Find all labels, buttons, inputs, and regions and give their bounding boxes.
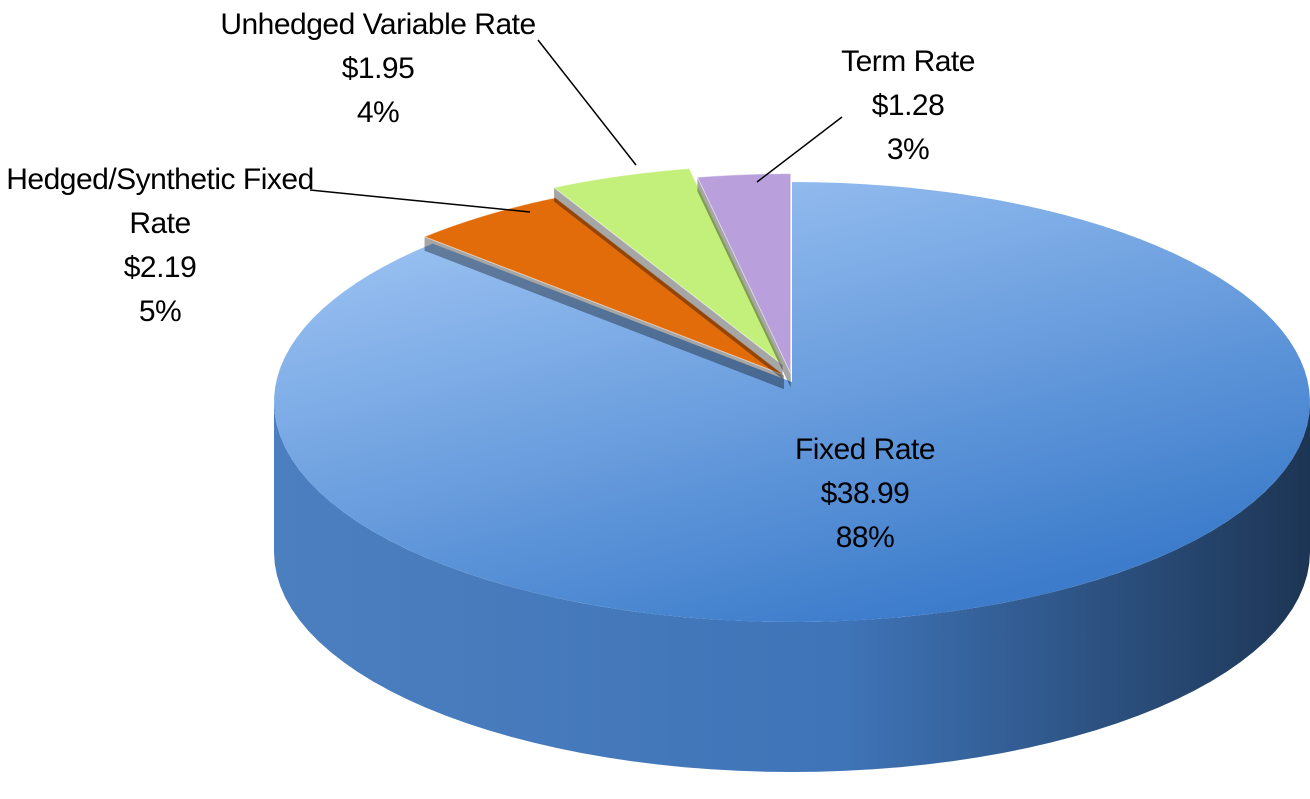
value-label: $1.28 (871, 89, 945, 122)
data-label: Fixed Rate $38.99 88% (715, 428, 1015, 560)
value-label: $2.19 (123, 251, 197, 284)
category-label: Hedged/Synthetic Fixed Rate (6, 163, 314, 240)
percentage-label: 88% (835, 521, 895, 554)
leader-line (537, 39, 637, 166)
slice (552, 167, 784, 366)
slice-edge (424, 236, 784, 390)
data-label: Hedged/Synthetic Fixed Rate $2.19 5% (5, 158, 315, 334)
leader-line (309, 189, 531, 213)
percentage-label: 3% (886, 133, 930, 166)
category-label: Unhedged Variable Rate (220, 8, 536, 41)
leader-line (756, 116, 843, 183)
category-label: Fixed Rate (794, 433, 936, 466)
percentage-label: 5% (138, 295, 182, 328)
slice-edge (697, 177, 791, 388)
slice (696, 173, 792, 374)
value-label: $38.99 (820, 477, 910, 510)
slice-edge (554, 187, 783, 379)
slice-side (274, 402, 1310, 772)
data-label: Term Rate $1.28 3% (798, 40, 1018, 172)
slice (423, 197, 785, 376)
percentage-label: 4% (356, 96, 400, 129)
value-label: $1.95 (341, 52, 415, 85)
data-label: Unhedged Variable Rate $1.95 4% (213, 3, 543, 135)
category-label: Term Rate (841, 45, 975, 78)
slice (274, 182, 1310, 622)
